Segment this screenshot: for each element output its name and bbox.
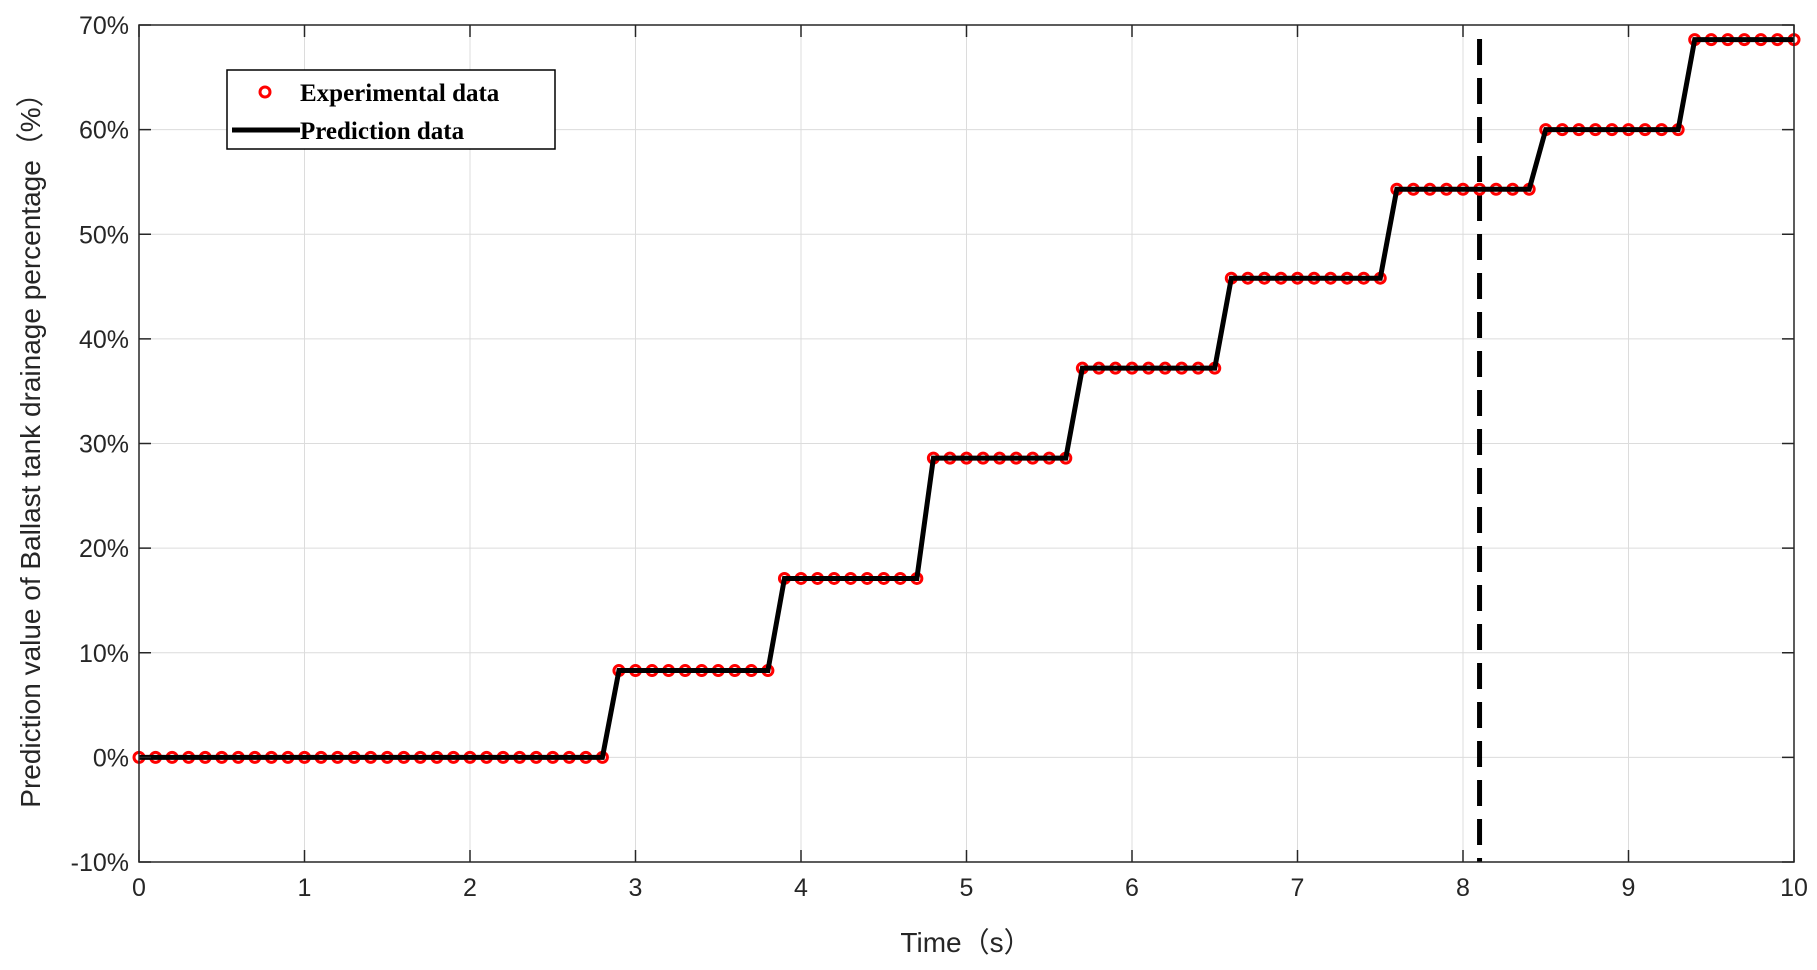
- x-tick-label: 3: [629, 874, 643, 902]
- x-axis-title: Time（s）: [900, 927, 1031, 958]
- legend-box: [226, 69, 556, 150]
- y-tick-label: 20%: [79, 535, 129, 563]
- series-layer: [132, 33, 1801, 764]
- legend-label-prediction: Prediction data: [300, 118, 465, 145]
- x-tick-label: 2: [463, 874, 477, 902]
- y-tick-labels: -10% 0% 10% 20% 30% 40% 50% 60% 70%: [71, 12, 129, 877]
- x-tick-label: 4: [794, 874, 808, 902]
- y-tick-label: 50%: [79, 221, 129, 249]
- x-tick-label: 1: [298, 874, 312, 902]
- x-tick-label: 6: [1125, 874, 1139, 902]
- legend-marker-experimental: [258, 85, 272, 99]
- x-tick-label: 8: [1456, 874, 1470, 902]
- y-tick-label: -10%: [71, 849, 129, 877]
- axis-ticks: [138, 24, 1795, 863]
- x-tick-labels: 0 1 2 3 4 5 6 7 8 9 10: [132, 874, 1808, 902]
- x-tick-label: 0: [132, 874, 146, 902]
- x-tick-label: 10: [1780, 874, 1808, 902]
- x-tick-label: 7: [1291, 874, 1305, 902]
- y-tick-label: 70%: [79, 12, 129, 40]
- legend: Experimental data Prediction data: [226, 69, 556, 150]
- grid-lines: [139, 25, 1794, 862]
- series-prediction-line: [139, 37, 1794, 760]
- y-tick-label: 30%: [79, 431, 129, 459]
- y-tick-label: 10%: [79, 640, 129, 668]
- y-tick-label: 40%: [79, 326, 129, 354]
- y-tick-label: 0%: [93, 744, 129, 772]
- y-axis-title: Prediction value of Ballast tank drainag…: [15, 79, 46, 807]
- y-tick-label: 60%: [79, 117, 129, 145]
- x-tick-label: 5: [960, 874, 974, 902]
- legend-label-experimental: Experimental data: [300, 80, 500, 107]
- x-tick-label: 9: [1622, 874, 1636, 902]
